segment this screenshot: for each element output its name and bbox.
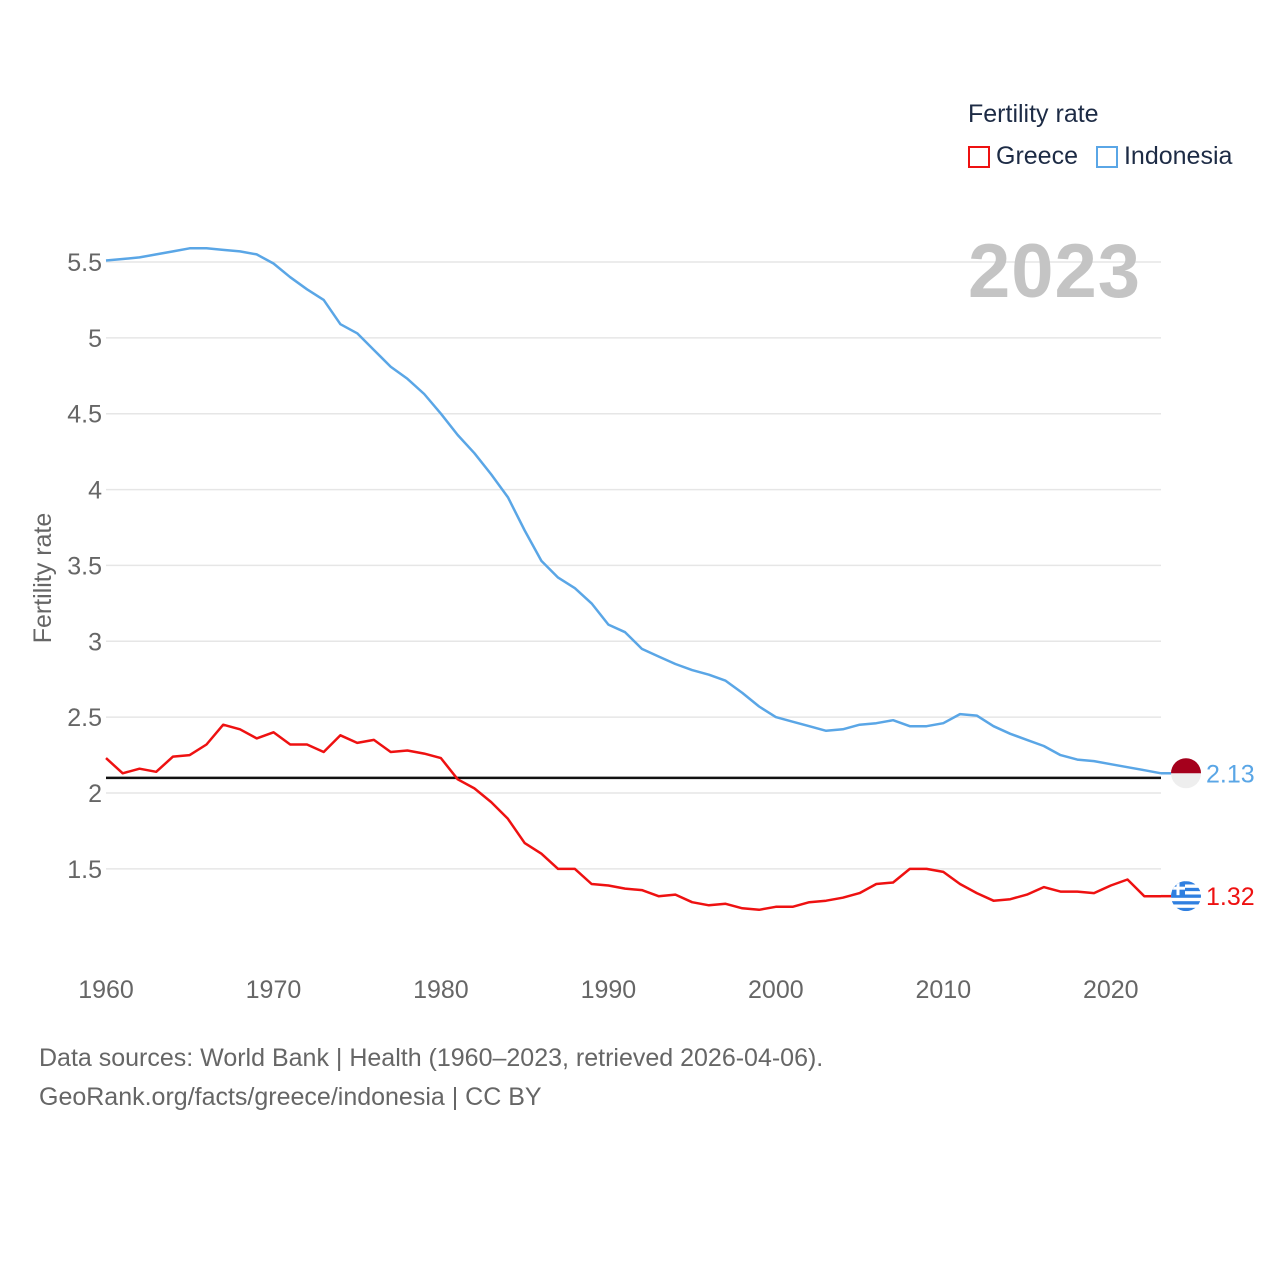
x-tick-label: 1960: [78, 976, 134, 1004]
legend-swatch-greece: [968, 145, 990, 168]
y-axis-label: Fertility rate: [29, 513, 57, 644]
x-tick-label: 2000: [748, 976, 804, 1004]
legend-swatch-indonesia: [1095, 145, 1118, 168]
series-line-indonesia[interactable]: [105, 247, 1162, 775]
y-tick-label: 5: [88, 325, 102, 353]
x-tick-label: 2010: [915, 976, 971, 1004]
legend-title: Fertility rate: [968, 100, 1099, 128]
current-year-label: 2023: [968, 229, 1142, 314]
x-tick-label: 1970: [246, 976, 302, 1004]
indonesia-flag-icon: [1171, 758, 1201, 789]
gridlines: [106, 261, 1161, 870]
x-tick-label: 1980: [413, 976, 469, 1004]
series-line-greece[interactable]: [105, 723, 1161, 912]
end-value-label-greece: 1.32: [1206, 883, 1255, 911]
y-tick-labels: 1.5 2 2.5 3 3.5 4 4.5 5 5.5: [67, 249, 102, 884]
legend-item-greece[interactable]: Greece: [968, 142, 1078, 171]
greece-flag-icon: [1171, 881, 1201, 912]
source-note: Data sources: World Bank | Health (1960–…: [39, 1044, 824, 1072]
end-markers: 2.13 1.32: [1161, 758, 1255, 912]
y-tick-label: 3.5: [67, 552, 102, 580]
y-tick-label: 4: [88, 477, 102, 505]
source-link[interactable]: GeoRank.org/facts/greece/indonesia | CC …: [39, 1083, 542, 1111]
x-tick-label: 2020: [1083, 976, 1139, 1004]
legend-item-indonesia[interactable]: Indonesia: [1095, 142, 1233, 171]
y-tick-label: 1.5: [67, 856, 102, 884]
y-tick-label: 4.5: [67, 401, 102, 429]
legend-label-indonesia: Indonesia: [1123, 142, 1233, 170]
series-lines: [105, 247, 1162, 912]
y-tick-label: 2: [88, 780, 102, 808]
x-tick-labels: 1960 1970 1980 1990 2000 2010 2020: [78, 976, 1138, 1004]
legend-label-greece: Greece: [996, 142, 1078, 170]
legend: Greece Indonesia: [968, 142, 1250, 171]
y-tick-label: 5.5: [67, 249, 102, 277]
y-tick-label: 3: [88, 628, 102, 656]
x-tick-label: 1990: [581, 976, 637, 1004]
y-tick-label: 2.5: [67, 704, 102, 732]
end-value-label-indonesia: 2.13: [1206, 760, 1255, 788]
